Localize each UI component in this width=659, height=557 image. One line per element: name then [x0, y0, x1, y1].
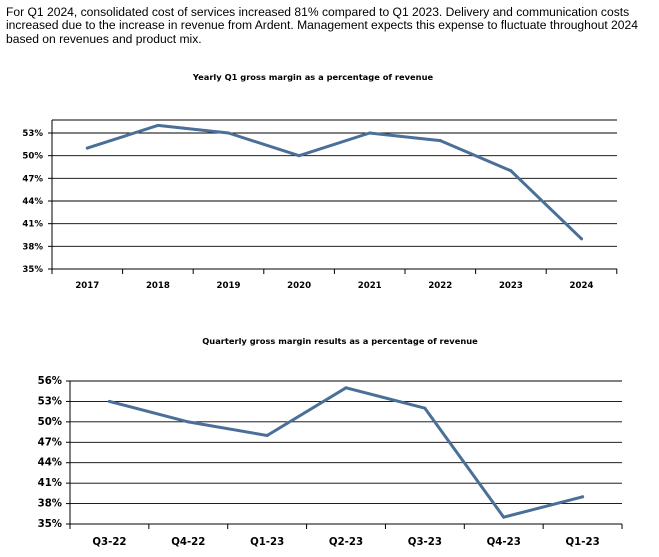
y-tick-label: 41%: [22, 220, 43, 230]
x-tick-label-q-0: Q3-22: [92, 537, 126, 548]
x-tick-label-q-6: Q1-23: [566, 537, 600, 548]
data-point-y-3: [297, 154, 301, 158]
y-tick-label: 53%: [22, 129, 43, 139]
data-point-q-2: [265, 433, 269, 437]
x-tick-label-y-7: 2024: [570, 281, 594, 291]
y-tick-label: 47%: [22, 174, 43, 184]
y-tick-label: 47%: [38, 437, 62, 448]
intro-paragraph: For Q1 2024, consolidated cost of servic…: [6, 5, 638, 46]
data-point-q-1: [186, 420, 190, 424]
x-tick-label-y-2: 2019: [217, 281, 241, 291]
x-tick-label-y-3: 2020: [287, 281, 311, 291]
data-point-y-1: [156, 123, 160, 127]
data-point-y-0: [85, 146, 89, 150]
data-point-q-6: [581, 495, 585, 499]
data-point-y-2: [227, 131, 230, 135]
y-tick-label: 53%: [38, 396, 62, 407]
y-tick-label: 35%: [38, 519, 62, 530]
x-tick-label-y-1: 2018: [146, 281, 170, 291]
y-tick-label: 50%: [38, 417, 62, 428]
x-tick-label-q-1: Q4-22: [171, 537, 205, 548]
data-point-y-7: [580, 237, 583, 241]
data-point-y-6: [509, 169, 513, 173]
data-point-q-4: [423, 406, 427, 410]
yearly-q1-gross-margin-chart: Yearly Q1 gross margin as a percentage o…: [22, 72, 618, 291]
y-tick-label: 38%: [22, 242, 43, 252]
x-tick-label-y-4: 2021: [358, 281, 382, 291]
data-point-q-0: [107, 399, 111, 403]
y-tick-label: 44%: [22, 197, 43, 207]
y-tick-label: 38%: [38, 499, 62, 510]
x-tick-label-q-5: Q4-23: [487, 537, 521, 548]
series-line: [85, 123, 583, 241]
data-point-y-4: [368, 131, 372, 135]
y-tick-label: 35%: [22, 265, 43, 275]
y-tick-label: 56%: [38, 376, 62, 387]
data-point-y-5: [438, 139, 442, 143]
x-tick-label-y-0: 2017: [75, 281, 99, 291]
data-point-q-3: [344, 386, 348, 390]
x-tick-label-q-2: Q1-23: [250, 537, 284, 548]
chart-title: Yearly Q1 gross margin as a percentage o…: [192, 72, 434, 82]
x-tick-label-y-6: 2023: [499, 281, 523, 291]
x-tick-label-q-4: Q3-23: [408, 537, 442, 548]
data-point-q-5: [502, 515, 506, 519]
x-tick-label-y-5: 2022: [428, 281, 452, 291]
series-line: [107, 386, 585, 519]
y-tick-label: 41%: [38, 478, 62, 489]
quarterly-gross-margin-chart: Quarterly gross margin results as a perc…: [38, 336, 623, 548]
y-tick-label: 44%: [38, 458, 62, 469]
chart-title: Quarterly gross margin results as a perc…: [202, 336, 478, 346]
x-tick-label-q-3: Q2-23: [329, 537, 363, 548]
y-tick-label: 50%: [22, 152, 43, 162]
